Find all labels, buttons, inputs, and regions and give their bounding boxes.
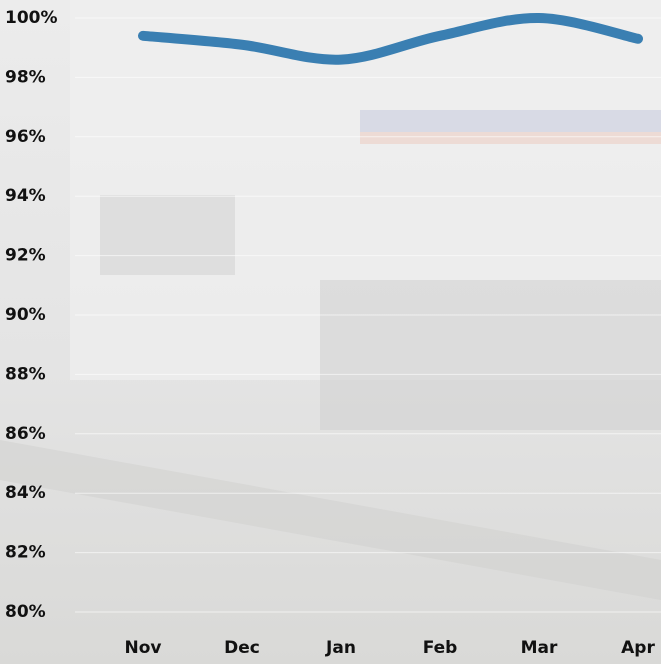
train-stripe [360, 110, 661, 132]
y-tick-label: 96% [5, 127, 46, 147]
x-tick-label: Apr [621, 638, 655, 658]
y-tick-label: 98% [5, 67, 46, 87]
y-tick-label: 86% [5, 424, 46, 444]
track [0, 440, 661, 600]
y-tick-label: 84% [5, 483, 46, 503]
y-tick-label: 88% [5, 364, 46, 384]
line [138, 12, 643, 65]
x-tick-label: Nov [125, 638, 162, 658]
y-tick-label: 92% [5, 246, 46, 266]
y-tick-label: 94% [5, 186, 46, 206]
x-tick-label: Feb [423, 638, 458, 658]
y-tick-label: 100% [5, 8, 58, 28]
x-tick-label: Jan [325, 638, 356, 658]
train-stripe [360, 132, 661, 144]
train-undercarriage [320, 280, 661, 430]
x-tick-label: Mar [521, 638, 558, 658]
y-tick-label: 82% [5, 543, 46, 563]
y-tick-label: 80% [5, 602, 46, 622]
train-window [100, 195, 235, 275]
x-tick-label: Dec [224, 638, 260, 658]
y-tick-label: 90% [5, 305, 46, 325]
